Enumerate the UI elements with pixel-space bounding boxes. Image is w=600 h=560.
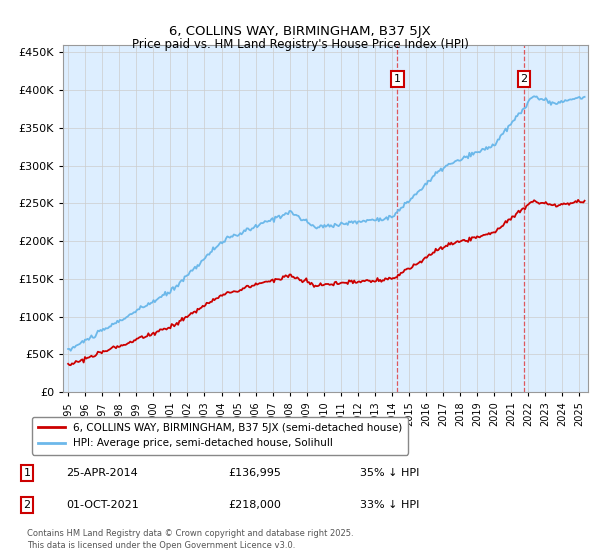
- Text: 1: 1: [23, 468, 31, 478]
- Text: 2: 2: [23, 500, 31, 510]
- Text: 1: 1: [394, 74, 401, 84]
- Text: Contains HM Land Registry data © Crown copyright and database right 2025.
This d: Contains HM Land Registry data © Crown c…: [27, 529, 353, 550]
- Text: 33% ↓ HPI: 33% ↓ HPI: [360, 500, 419, 510]
- Text: £218,000: £218,000: [228, 500, 281, 510]
- Legend: 6, COLLINS WAY, BIRMINGHAM, B37 5JX (semi-detached house), HPI: Average price, s: 6, COLLINS WAY, BIRMINGHAM, B37 5JX (sem…: [32, 417, 409, 455]
- Text: 25-APR-2014: 25-APR-2014: [66, 468, 138, 478]
- Text: 01-OCT-2021: 01-OCT-2021: [66, 500, 139, 510]
- Text: £136,995: £136,995: [228, 468, 281, 478]
- Text: 35% ↓ HPI: 35% ↓ HPI: [360, 468, 419, 478]
- Text: Price paid vs. HM Land Registry's House Price Index (HPI): Price paid vs. HM Land Registry's House …: [131, 38, 469, 51]
- Text: 2: 2: [521, 74, 527, 84]
- Text: 6, COLLINS WAY, BIRMINGHAM, B37 5JX: 6, COLLINS WAY, BIRMINGHAM, B37 5JX: [169, 25, 431, 38]
